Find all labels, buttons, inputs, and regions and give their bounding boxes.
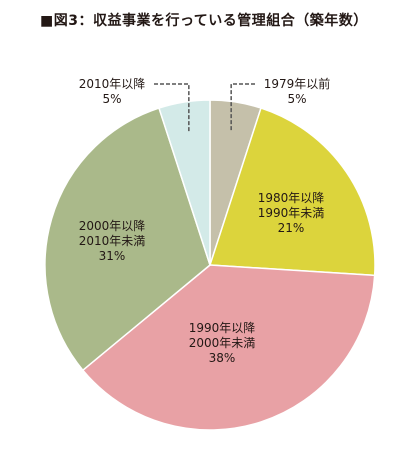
slice-value-label: 21% — [278, 221, 305, 235]
slice-category-label: 2000年以降 — [79, 219, 146, 233]
pie-slice — [44, 107, 211, 372]
slice-value-label: 5% — [102, 92, 121, 106]
slice-category-label: 1990年未満 — [258, 206, 325, 220]
leader-line — [154, 83, 190, 132]
slice-category-label: 1980年以降 — [258, 191, 325, 205]
slice-category-label: 2010年以降 — [79, 77, 146, 91]
slice-value-label: 31% — [99, 249, 126, 263]
slice-value-label: 38% — [209, 351, 236, 365]
pie-slice — [158, 99, 211, 266]
chart-title: ■図3：収益事業を行っている管理組合（築年数） — [40, 13, 368, 29]
slice-value-label: 5% — [287, 92, 306, 106]
leader-line — [230, 83, 255, 132]
slice-category-label: 2000年未満 — [189, 336, 256, 350]
pie-slice — [208, 107, 376, 277]
slice-category-label: 1979年以前 — [264, 76, 331, 91]
pie-slice — [81, 264, 376, 431]
slice-category-label: 1990年以降 — [189, 321, 256, 335]
slice-category-label: 2010年未満 — [79, 234, 146, 248]
